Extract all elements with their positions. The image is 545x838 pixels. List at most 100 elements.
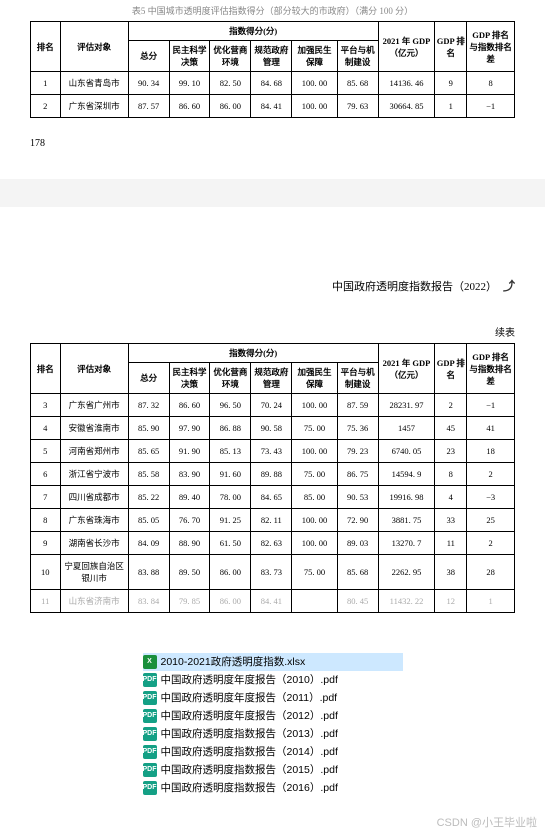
pdf-icon: PDF <box>143 727 157 741</box>
cell: 23 <box>435 440 467 463</box>
cell: 28 <box>467 555 515 590</box>
cell: 安徽省淮南市 <box>60 417 128 440</box>
cell: 83. 88 <box>128 555 169 590</box>
cell: 28231. 97 <box>378 394 435 417</box>
file-item[interactable]: PDF中国政府透明度年度报告（2012）.pdf <box>143 707 403 725</box>
cell: 11432. 22 <box>378 590 435 613</box>
file-item[interactable]: PDF中国政府透明度指数报告（2014）.pdf <box>143 743 403 761</box>
table-row: 4安徽省淮南市85. 9097. 9086. 8890. 5875. 0075.… <box>31 417 515 440</box>
cell: −1 <box>467 394 515 417</box>
cell: 山东省济南市 <box>60 590 128 613</box>
file-name: 中国政府透明度指数报告（2015）.pdf <box>161 762 338 778</box>
file-name: 中国政府透明度年度报告（2010）.pdf <box>161 672 338 688</box>
col-subject: 评估对象 <box>60 22 128 72</box>
file-item[interactable]: PDF中国政府透明度指数报告（2016）.pdf <box>143 779 403 797</box>
col-business: 优化营商环境 <box>210 363 251 394</box>
cell: 79. 63 <box>337 95 378 118</box>
cell: 79. 85 <box>169 590 210 613</box>
cell: 2 <box>467 463 515 486</box>
cell: 90. 34 <box>128 72 169 95</box>
cell: 86. 88 <box>210 417 251 440</box>
pdf-icon: PDF <box>143 763 157 777</box>
file-name: 中国政府透明度指数报告（2016）.pdf <box>161 780 338 796</box>
watermark: CSDN @小王毕业啦 <box>437 814 537 830</box>
cell: 75. 00 <box>292 555 337 590</box>
col-score-group: 指数得分(分) <box>128 344 378 363</box>
file-item[interactable]: PDF 中国政府透明度年度报告（2010）.pdf <box>143 671 403 689</box>
cell: 25 <box>467 509 515 532</box>
cell: 91. 60 <box>210 463 251 486</box>
cell: 浙江省宁波市 <box>60 463 128 486</box>
cell: 89. 03 <box>337 532 378 555</box>
cell: 14594. 9 <box>378 463 435 486</box>
cell: 85. 90 <box>128 417 169 440</box>
excel-icon: X <box>143 655 157 669</box>
cell: 85. 22 <box>128 486 169 509</box>
cell: 96. 50 <box>210 394 251 417</box>
col-diff: GDP 排名与指数排名差 <box>467 22 515 72</box>
col-democracy: 民主科学决策 <box>169 363 210 394</box>
pdf-icon: PDF <box>143 745 157 759</box>
col-total: 总分 <box>128 41 169 72</box>
cell: 2 <box>435 394 467 417</box>
cell: 河南省郑州市 <box>60 440 128 463</box>
file-item[interactable]: X2010-2021政府透明度指数.xlsx <box>143 653 403 671</box>
cell: 85. 13 <box>210 440 251 463</box>
cell: 83. 73 <box>251 555 292 590</box>
cell: 75. 36 <box>337 417 378 440</box>
cell: 8 <box>31 509 61 532</box>
cell: 6 <box>31 463 61 486</box>
file-item[interactable]: PDF 中国政府透明度指数报告（2015）.pdf <box>143 761 403 779</box>
file-list: X2010-2021政府透明度指数.xlsxPDF中国政府透明度年度报告（201… <box>143 653 403 797</box>
report-title: 中国政府透明度指数报告（2022） <box>332 278 497 294</box>
table-row: 1山东省青岛市90. 3499. 1082. 5084. 68100. 0085… <box>31 72 515 95</box>
cell: 1457 <box>378 417 435 440</box>
col-platform: 平台与机制建设 <box>337 363 378 394</box>
col-government: 规范政府管理 <box>251 41 292 72</box>
cell: 100. 00 <box>292 532 337 555</box>
section-arrow-icon: ⤴ <box>503 277 515 294</box>
cell: 19916. 98 <box>378 486 435 509</box>
table-2-head: 排名评估对象指数得分(分)2021 年 GDP（亿元）GDP 排名GDP 排名与… <box>31 344 515 394</box>
cell: 84. 68 <box>251 72 292 95</box>
cell: 87. 32 <box>128 394 169 417</box>
cell: 广东省珠海市 <box>60 509 128 532</box>
col-gdp: 2021 年 GDP（亿元） <box>378 22 435 72</box>
cell: 72. 90 <box>337 509 378 532</box>
cell: 85. 00 <box>292 486 337 509</box>
cell: 100. 00 <box>292 440 337 463</box>
cell: 86. 00 <box>210 590 251 613</box>
file-item[interactable]: PDF中国政府透明度年度报告（2011）.pdf <box>143 689 403 707</box>
cell: −1 <box>467 95 515 118</box>
cell: 85. 58 <box>128 463 169 486</box>
continue-label: 续表 <box>0 324 515 339</box>
cell: 38 <box>435 555 467 590</box>
cell <box>292 590 337 613</box>
cell: 83. 84 <box>128 590 169 613</box>
cell: 山东省青岛市 <box>60 72 128 95</box>
col-business: 优化营商环境 <box>210 41 251 72</box>
cell: 86. 60 <box>169 394 210 417</box>
col-democracy: 民主科学决策 <box>169 41 210 72</box>
cell: 75. 00 <box>292 463 337 486</box>
watermark-name: 小王毕业啦 <box>482 817 537 829</box>
cell: 10 <box>31 555 61 590</box>
cell: 82. 63 <box>251 532 292 555</box>
file-item[interactable]: PDF中国政府透明度指数报告（2013）.pdf <box>143 725 403 743</box>
table-row: 10宁夏回族自治区银川市83. 8889. 5086. 0083. 7375. … <box>31 555 515 590</box>
cell: 85. 68 <box>337 72 378 95</box>
table-1: 排名评估对象指数得分(分)2021 年 GDP（亿元）GDP 排名GDP 排名与… <box>30 21 515 118</box>
cell: 80. 45 <box>337 590 378 613</box>
cell: 82. 50 <box>210 72 251 95</box>
cell: 76. 70 <box>169 509 210 532</box>
cell: 宁夏回族自治区银川市 <box>60 555 128 590</box>
cell: 湖南省长沙市 <box>60 532 128 555</box>
cell: 100. 00 <box>292 72 337 95</box>
cell: 97. 90 <box>169 417 210 440</box>
cell: 11 <box>435 532 467 555</box>
cell: 85. 68 <box>337 555 378 590</box>
cell: 1 <box>31 72 61 95</box>
table-row: 3广东省广州市87. 3286. 6096. 5070. 24100. 0087… <box>31 394 515 417</box>
pdf-icon: PDF <box>143 673 157 687</box>
pdf-icon: PDF <box>143 709 157 723</box>
